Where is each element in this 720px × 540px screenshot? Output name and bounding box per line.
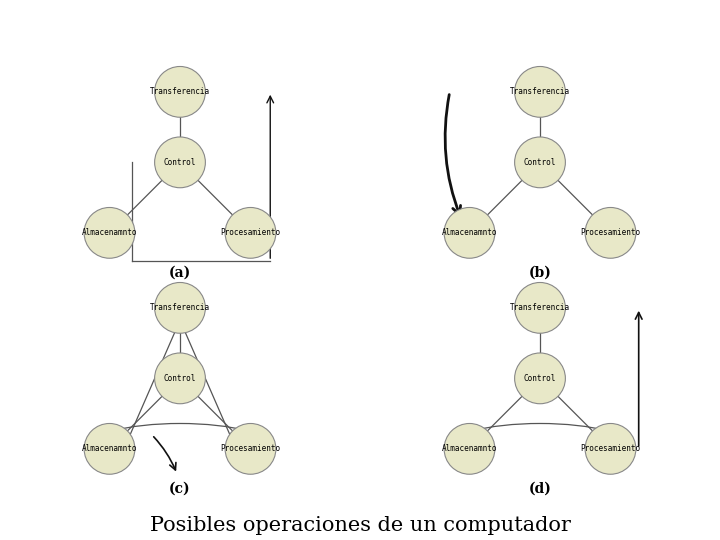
Text: Posibles operaciones de un computador: Posibles operaciones de un computador: [150, 516, 570, 535]
Text: Control: Control: [164, 158, 196, 167]
Text: Transferencia: Transferencia: [510, 303, 570, 312]
Circle shape: [84, 207, 135, 258]
Text: Transferencia: Transferencia: [150, 303, 210, 312]
Text: Transferencia: Transferencia: [150, 87, 210, 96]
Circle shape: [515, 353, 565, 404]
Text: Almacenamnto: Almacenamnto: [82, 444, 138, 454]
Text: Procesamiento: Procesamiento: [580, 228, 641, 238]
Circle shape: [444, 207, 495, 258]
Circle shape: [155, 137, 205, 188]
Text: (c): (c): [169, 481, 191, 495]
Text: Control: Control: [524, 158, 556, 167]
Text: Control: Control: [524, 374, 556, 383]
Circle shape: [515, 137, 565, 188]
Circle shape: [585, 423, 636, 474]
Text: Almacenamnto: Almacenamnto: [442, 444, 498, 454]
Circle shape: [585, 207, 636, 258]
Text: Almacenamnto: Almacenamnto: [82, 228, 138, 238]
Text: (b): (b): [528, 265, 552, 279]
Text: Procesamiento: Procesamiento: [220, 444, 281, 454]
Text: Almacenamnto: Almacenamnto: [442, 228, 498, 238]
Text: Control: Control: [164, 374, 196, 383]
Circle shape: [515, 66, 565, 117]
Circle shape: [155, 282, 205, 333]
Text: (d): (d): [528, 481, 552, 495]
Circle shape: [155, 66, 205, 117]
Text: (a): (a): [169, 265, 191, 279]
Circle shape: [225, 423, 276, 474]
Circle shape: [225, 207, 276, 258]
Text: Procesamiento: Procesamiento: [220, 228, 281, 238]
Text: Procesamiento: Procesamiento: [580, 444, 641, 454]
Circle shape: [444, 423, 495, 474]
Circle shape: [515, 282, 565, 333]
Circle shape: [84, 423, 135, 474]
Text: Transferencia: Transferencia: [510, 87, 570, 96]
Circle shape: [155, 353, 205, 404]
